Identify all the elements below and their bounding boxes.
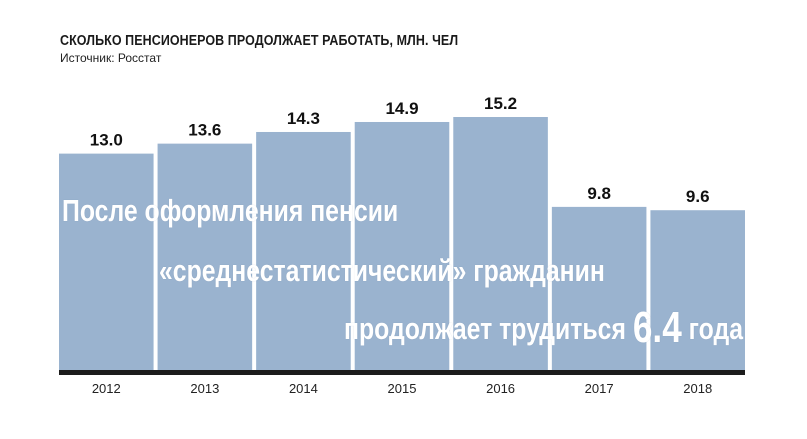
tick-label-2015: 2015 (388, 381, 417, 396)
overlay-line-1: После оформления пенсии (62, 193, 399, 228)
chart-source: Источник: Росстат (60, 51, 162, 65)
tick-label-2018: 2018 (683, 381, 712, 396)
chart-title: СКОЛЬКО ПЕНСИОНЕРОВ ПРОДОЛЖАЕТ РАБОТАТЬ,… (60, 33, 459, 49)
overlay-line-3-suffix: года (681, 311, 744, 346)
value-label-2017: 9.8 (587, 184, 611, 203)
overlay-line-3: продолжает трудиться 6.4 года (344, 303, 743, 353)
bar-2014 (256, 131, 351, 370)
overlay-line-3-prefix: продолжает трудиться (344, 311, 633, 346)
tick-label-2014: 2014 (289, 381, 318, 396)
x-axis-baseline (59, 370, 745, 375)
value-label-2012: 13.0 (90, 131, 123, 150)
bar-2015 (354, 121, 450, 370)
overlay-line-2: «среднестатистический» гражданин (159, 253, 605, 288)
bar-2012 (59, 153, 154, 370)
overlay-highlight-number: 6.4 (632, 303, 682, 352)
tick-label-2012: 2012 (92, 381, 121, 396)
value-label-2014: 14.3 (287, 109, 320, 128)
tick-label-2016: 2016 (486, 381, 515, 396)
tick-label-2017: 2017 (585, 381, 614, 396)
bar-2016 (453, 117, 548, 370)
value-label-2016: 15.2 (484, 94, 517, 113)
value-label-2015: 14.9 (385, 99, 418, 118)
bar-2018 (650, 210, 745, 370)
bar-2013 (157, 143, 253, 370)
tick-label-2013: 2013 (190, 381, 219, 396)
value-label-2013: 13.6 (188, 121, 221, 140)
bar-2017 (551, 206, 647, 370)
value-label-2018: 9.6 (686, 187, 710, 206)
